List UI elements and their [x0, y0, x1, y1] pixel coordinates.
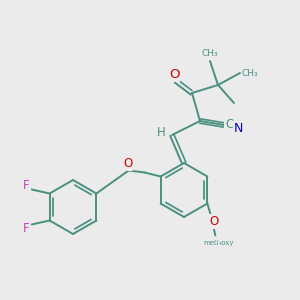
Text: O: O — [123, 157, 132, 170]
Text: methoxy: methoxy — [214, 241, 220, 242]
Text: C: C — [225, 118, 233, 130]
Text: O: O — [210, 215, 219, 228]
Text: CH₃: CH₃ — [242, 68, 258, 77]
Text: CH₃: CH₃ — [0, 299, 1, 300]
Text: F: F — [23, 222, 30, 235]
Text: H: H — [157, 127, 165, 140]
Text: O: O — [169, 68, 179, 82]
Text: CH₃: CH₃ — [202, 49, 218, 58]
Text: N: N — [233, 122, 243, 134]
Text: F: F — [23, 179, 30, 192]
Text: methoxy: methoxy — [203, 239, 234, 245]
